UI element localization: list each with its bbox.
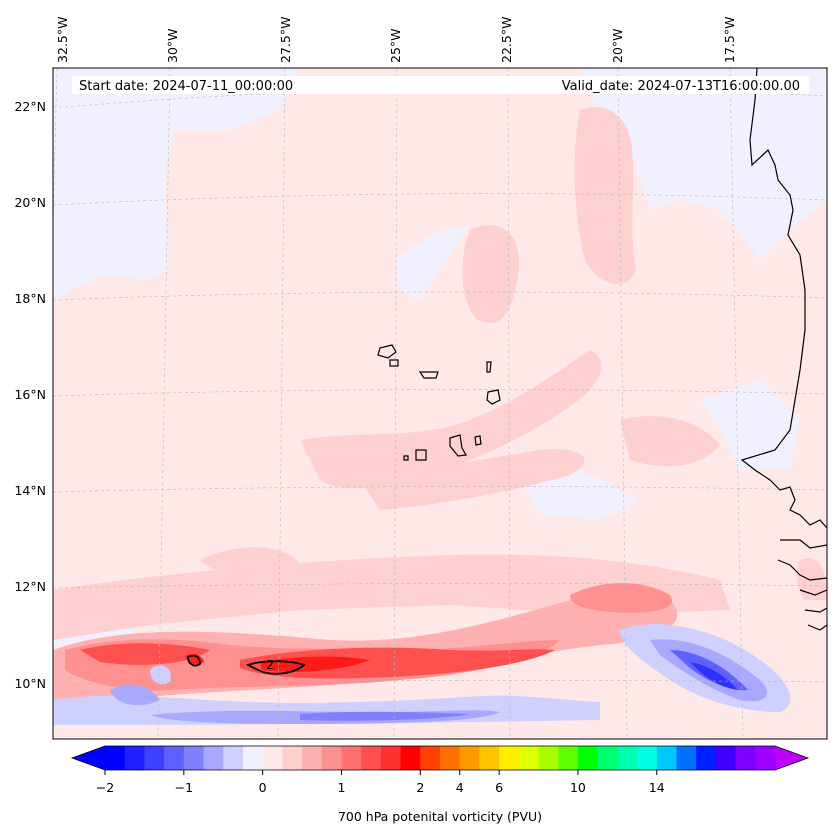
valid-date-text: Valid_date: 2024-07-13T16:00:00.00 — [562, 79, 800, 94]
longitude-labels: 32.5°W 30°W 27.5°W 25°W 22.5°W 20°W 17.5… — [55, 17, 737, 63]
colorbar-tick-label: 0 — [259, 780, 267, 795]
island-boa-vista — [486, 389, 501, 405]
colorbar-cell — [479, 746, 500, 770]
colorbar-tick-label: 6 — [495, 780, 503, 795]
colorbar-tick-label: 4 — [456, 780, 464, 795]
lat-label: 12°N — [14, 579, 46, 594]
island-brava — [403, 455, 409, 461]
colorbar-cell — [499, 746, 520, 770]
colorbar-cell — [341, 746, 362, 770]
lon-label: 30°W — [165, 28, 180, 63]
colorbar-cell — [440, 746, 461, 770]
colorbar-tick-label: −1 — [175, 780, 193, 795]
colorbar-cell — [696, 746, 717, 770]
colorbar-label: 700 hPa potenital vorticity (PVU) — [338, 809, 542, 824]
lon-label: 17.5°W — [722, 17, 737, 63]
colorbar-cell — [380, 746, 402, 770]
colorbar-tick-label: 10 — [570, 780, 586, 795]
lon-label: 32.5°W — [55, 17, 70, 63]
colorbar-tick-label: 2 — [416, 780, 424, 795]
lat-label: 14°N — [14, 483, 46, 498]
coastlines — [377, 68, 827, 631]
island-santo-antao — [377, 344, 397, 359]
colorbar-cell — [735, 746, 756, 770]
colorbar-cell — [676, 746, 697, 770]
island-sao-vicente — [389, 359, 399, 367]
colorbar-extend-high-triangle — [775, 746, 808, 770]
map-panel: 2 Start date: 2024-07-11_00:00:00 Valid_… — [53, 68, 827, 739]
colorbar-cell — [617, 746, 638, 770]
lat-label: 10°N — [14, 676, 46, 691]
colorbar-cell — [538, 746, 559, 770]
lon-label: 25°W — [388, 28, 403, 63]
lat-label: 22°N — [14, 99, 46, 114]
colorbar-cell — [558, 746, 579, 770]
colorbar-cell — [420, 746, 441, 770]
colorbar-cell — [105, 746, 126, 770]
map-frame — [52, 67, 828, 740]
weak-positive-pv-patches — [53, 106, 730, 640]
date-header-box — [72, 76, 809, 94]
colorbar: −2 −1 0 1 2 4 6 10 14 700 hPa potenital vorticit… — [70, 745, 810, 824]
colorbar-tick-label: −2 — [96, 780, 114, 795]
island-fogo — [415, 449, 427, 461]
lat-label: 16°N — [14, 387, 46, 402]
pv-2-contour — [187, 654, 306, 675]
negative-pv-patches — [53, 68, 827, 650]
colorbar-cell — [203, 746, 224, 770]
negative-pv-band — [53, 624, 791, 725]
lon-label: 27.5°W — [278, 17, 293, 63]
colorbar-cell — [637, 746, 658, 770]
island-maio — [474, 435, 482, 446]
colorbar-cell — [183, 746, 205, 770]
colorbar-cell — [361, 746, 382, 770]
colorbar-ticks: −2 −1 0 1 2 4 6 10 14 — [96, 770, 665, 795]
strong-positive-pv-band — [53, 582, 678, 705]
colorbar-tick-label: 14 — [649, 780, 665, 795]
island-santiago — [449, 434, 467, 457]
lon-label: 20°W — [610, 28, 625, 63]
colorbar-extend-low-triangle — [72, 746, 105, 770]
colorbar-cell — [144, 746, 165, 770]
island-sao-nicolau — [418, 371, 439, 379]
lat-label: 18°N — [14, 291, 46, 306]
african-coastline — [740, 68, 827, 529]
lon-label: 22.5°W — [499, 17, 514, 63]
colorbar-cell — [223, 746, 244, 770]
colorbar-cell — [459, 746, 481, 770]
graticule — [53, 68, 827, 739]
colorbar-cell — [282, 746, 303, 770]
lat-label: 20°N — [14, 195, 46, 210]
colorbar-cell — [321, 746, 343, 770]
colorbar-cell — [242, 746, 264, 770]
colorbar-cell — [597, 746, 618, 770]
colorbar-cell — [577, 746, 599, 770]
start-date-text: Start date: 2024-07-11_00:00:00 — [79, 79, 293, 94]
latitude-labels: 22°N 20°N 18°N 16°N 14°N 12°N 10°N — [14, 99, 46, 691]
colorbar-cell — [518, 746, 540, 770]
colorbar-cells — [105, 746, 776, 770]
colorbar-tick-label: 1 — [337, 780, 345, 795]
colorbar-cell — [656, 746, 678, 770]
colorbar-cell — [164, 746, 185, 770]
colorbar-cell — [124, 746, 146, 770]
colorbar-cell — [715, 746, 737, 770]
colorbar-cell — [262, 746, 283, 770]
colorbar-cell — [755, 746, 776, 770]
colorbar-cell — [400, 746, 421, 770]
contour-label: 2 — [266, 657, 274, 672]
colorbar-cell — [302, 746, 323, 770]
island-sal — [486, 361, 492, 373]
